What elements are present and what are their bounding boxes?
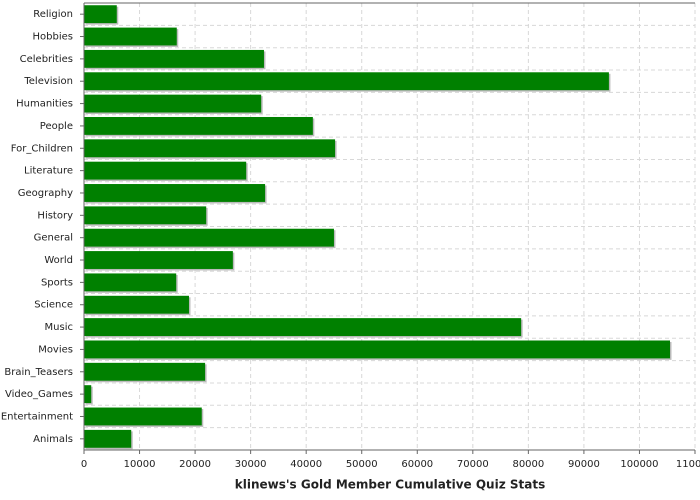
bar (84, 407, 202, 426)
y-tick-label: Television (23, 76, 73, 87)
bar (84, 228, 334, 247)
y-tick-label: Hobbies (33, 32, 73, 43)
bar (84, 139, 336, 158)
y-tick-label: Brain_Teasers (4, 367, 73, 378)
bar (84, 72, 609, 91)
y-tick-label: Animals (33, 434, 73, 445)
x-tick-label: 100000 (620, 459, 658, 470)
x-tick-label: 10000 (124, 459, 156, 470)
bar (84, 94, 262, 113)
y-tick-label: General (34, 233, 73, 244)
x-tick-label: 0 (81, 459, 87, 470)
bar (84, 429, 132, 448)
x-tick-label: 30000 (235, 459, 267, 470)
y-tick-label: World (44, 255, 73, 266)
bar (84, 206, 207, 225)
y-tick-label: People (40, 121, 73, 132)
y-tick-label: Literature (24, 166, 73, 177)
y-tick-label: For_Children (11, 143, 73, 154)
y-tick-label: Humanities (16, 99, 73, 110)
x-tick-label: 40000 (290, 459, 322, 470)
bar (84, 116, 313, 135)
x-tick-label: 90000 (568, 459, 600, 470)
x-tick-label: 70000 (457, 459, 489, 470)
y-tick-label: Movies (38, 344, 73, 355)
y-tick-label: Science (34, 300, 73, 311)
y-tick-label: Video_Games (5, 389, 73, 400)
y-tick-label: Music (45, 322, 73, 333)
bar (84, 273, 177, 292)
x-tick-label: 50000 (346, 459, 378, 470)
bar (84, 340, 671, 359)
y-tick-label: Celebrities (20, 54, 73, 65)
x-tick-label: 80000 (512, 459, 544, 470)
bar (84, 184, 266, 202)
y-tick-label: Entertainment (1, 411, 73, 422)
y-tick-label: Sports (41, 277, 73, 288)
bar (84, 27, 177, 46)
bar (84, 161, 247, 180)
bar (84, 5, 117, 24)
y-tick-label: Religion (33, 9, 73, 20)
x-tick-label: 60000 (401, 459, 433, 470)
bar (84, 318, 522, 337)
bar (84, 385, 92, 404)
bar (84, 295, 189, 314)
y-tick-label: History (37, 210, 73, 221)
bar (84, 362, 206, 381)
bar (84, 251, 233, 269)
x-axis-label: klinews's Gold Member Cumulative Quiz St… (235, 478, 545, 492)
y-tick-label: Geography (18, 188, 73, 199)
x-tick-label: 110000 (676, 459, 700, 470)
bar (84, 49, 264, 68)
x-tick-label: 20000 (179, 459, 211, 470)
